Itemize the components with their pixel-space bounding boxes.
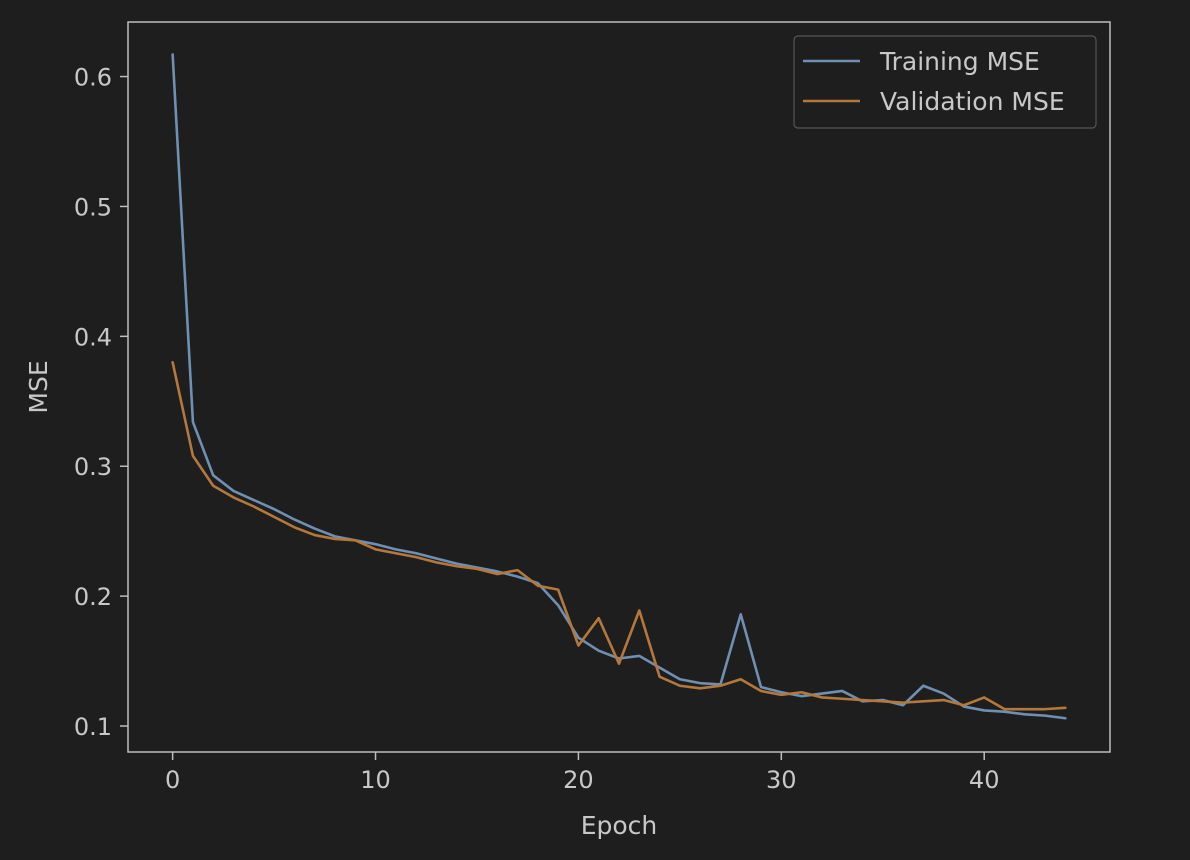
x-tick-label: 0 [165,766,180,794]
x-tick-label: 10 [360,766,391,794]
legend-label-validation-mse: Validation MSE [880,87,1065,116]
x-axis-label: Epoch [581,811,658,840]
x-axis-ticks: 0 10 20 30 40 [165,752,999,794]
legend-box [793,35,1097,129]
x-tick-label: 20 [563,766,594,794]
legend: Training MSE Validation MSE [793,35,1097,129]
series-line-validation-mse [171,361,1067,711]
y-axis-label: MSE [24,360,53,413]
y-tick-label: 0.5 [74,193,112,221]
axes-frame [127,21,1111,753]
y-tick-label: 0.3 [74,453,112,481]
y-axis-ticks: 0.1 0.2 0.3 0.4 0.5 0.6 [74,64,128,741]
y-tick-label: 0.6 [74,64,112,92]
y-tick-label: 0.1 [74,713,112,741]
x-tick-label: 30 [766,766,797,794]
x-tick-label: 40 [969,766,1000,794]
series-line-training-mse [171,53,1067,720]
legend-label-training-mse: Training MSE [879,47,1040,76]
y-tick-label: 0.4 [74,323,112,351]
y-tick-label: 0.2 [74,583,112,611]
